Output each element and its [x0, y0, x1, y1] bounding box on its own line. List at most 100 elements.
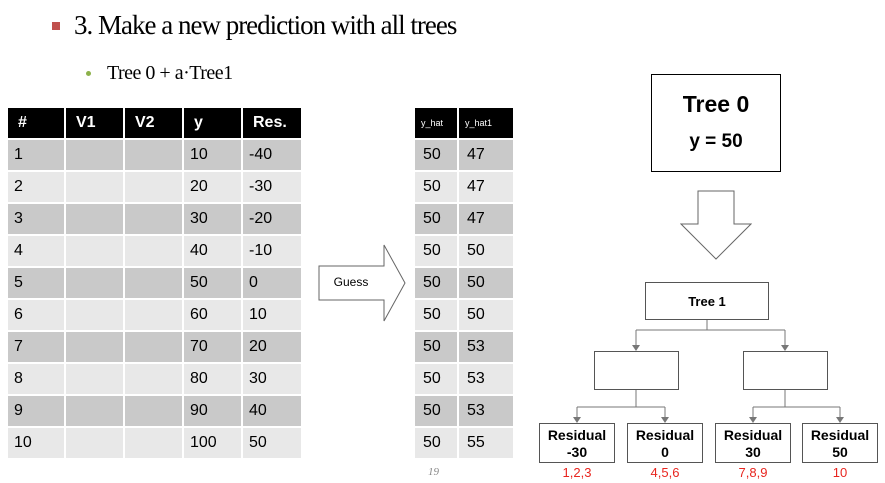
cell-v1: [66, 236, 123, 266]
slide-heading: 3. Make a new prediction with all trees: [52, 10, 457, 41]
cell-y: 40: [184, 236, 241, 266]
cell-y: 60: [184, 300, 241, 330]
cell-y-hat: 50: [415, 236, 457, 266]
cell-v2: [125, 204, 182, 234]
guess-arrow: Guess: [318, 244, 406, 322]
table-row: 50 50: [415, 268, 513, 298]
leaf-label: Residual: [810, 427, 870, 443]
table-row: 50 50: [415, 236, 513, 266]
cell-res: -30: [243, 172, 301, 202]
table-row: 50 53: [415, 364, 513, 394]
cell-res: 50: [243, 428, 301, 458]
col-header-y-hat: y_hat: [415, 108, 457, 138]
cell-v2: [125, 332, 182, 362]
cell-v1: [66, 396, 123, 426]
col-header-v1: V1: [66, 108, 123, 138]
tree1-left-split-node: [594, 351, 679, 390]
leaf-label: Residual: [547, 427, 607, 443]
table-row: 2 20 -30: [8, 172, 301, 202]
table-row: 6 60 10: [8, 300, 301, 330]
col-header-y-hat1: y_hat1: [459, 108, 513, 138]
cell-v2: [125, 396, 182, 426]
leaf-node-3: Residual 30: [715, 423, 791, 463]
table-row: 8 80 30: [8, 364, 301, 394]
leaf-node-1: Residual -30: [539, 423, 615, 463]
cell-res: -10: [243, 236, 301, 266]
cell-y-hat: 50: [415, 428, 457, 458]
cell-y-hat1: 47: [459, 172, 513, 202]
tree1-root-node: Tree 1: [645, 282, 769, 320]
table-row: 4 40 -10: [8, 236, 301, 266]
leaf-indices-4: 10: [832, 465, 848, 480]
dot-bullet-icon: [86, 71, 91, 76]
cell-y: 70: [184, 332, 241, 362]
leaf-node-2: Residual 0: [627, 423, 703, 463]
cell-y: 20: [184, 172, 241, 202]
square-bullet-icon: [52, 21, 60, 30]
table-row: 5 50 0: [8, 268, 301, 298]
table-row: 10 100 50: [8, 428, 301, 458]
cell-v2: [125, 300, 182, 330]
leaf-value: 50: [832, 444, 848, 460]
slide-subheading: Tree 0 + a·Tree1: [86, 62, 233, 85]
cell-v1: [66, 364, 123, 394]
cell-y-hat: 50: [415, 204, 457, 234]
subheading-text: Tree 0 + a·Tree1: [107, 62, 233, 84]
cell-res: 40: [243, 396, 301, 426]
cell-y-hat: 50: [415, 268, 457, 298]
col-header-v2: V2: [125, 108, 182, 138]
cell-y: 10: [184, 140, 241, 170]
right-arrow-icon: [318, 244, 406, 322]
cell-v1: [66, 428, 123, 458]
cell-res: 20: [243, 332, 301, 362]
tree0-box: Tree 0 y = 50: [651, 74, 781, 172]
table-row: 50 50: [415, 300, 513, 330]
cell-v1: [66, 140, 123, 170]
cell-res: -40: [243, 140, 301, 170]
cell-v1: [66, 268, 123, 298]
cell-y-hat1: 47: [459, 140, 513, 170]
table-row: 7 70 20: [8, 332, 301, 362]
leaf-indices-2: 4,5,6: [650, 465, 680, 480]
cell-y: 90: [184, 396, 241, 426]
cell-y-hat: 50: [415, 396, 457, 426]
leaf-node-4: Residual 50: [802, 423, 878, 463]
cell-v2: [125, 428, 182, 458]
prediction-table: y_hat y_hat1 50 47 50 47 50 47 50 50 50 50 50 50 50 5…: [413, 106, 515, 460]
heading-text: 3. Make a new prediction with all trees: [74, 10, 457, 40]
table-row: 50 53: [415, 332, 513, 362]
cell-y-hat1: 53: [459, 396, 513, 426]
cell-v1: [66, 300, 123, 330]
leaf-label: Residual: [723, 427, 783, 443]
down-arrow-icon: [680, 190, 752, 260]
cell-y: 30: [184, 204, 241, 234]
cell-y-hat1: 47: [459, 204, 513, 234]
page-number: 19: [428, 466, 439, 478]
cell-y-hat1: 50: [459, 236, 513, 266]
cell-y-hat1: 55: [459, 428, 513, 458]
tree0-title: Tree 0: [682, 91, 750, 117]
cell-index: 4: [8, 236, 64, 266]
table-row: 50 47: [415, 204, 513, 234]
leaf-indices-1: 1,2,3: [562, 465, 592, 480]
cell-y-hat1: 50: [459, 300, 513, 330]
cell-y-hat: 50: [415, 364, 457, 394]
cell-res: 0: [243, 268, 301, 298]
cell-y: 80: [184, 364, 241, 394]
table-row: 50 47: [415, 140, 513, 170]
cell-y-hat: 50: [415, 332, 457, 362]
cell-index: 1: [8, 140, 64, 170]
leaf-value: 30: [745, 444, 761, 460]
data-table: # V1 V2 y Res. 1 10 -40 2 20 -30 3 30 -20 4 40 -10 5…: [6, 106, 303, 460]
cell-index: 2: [8, 172, 64, 202]
col-header-index: #: [8, 108, 64, 138]
table-row: 3 30 -20: [8, 204, 301, 234]
cell-res: -20: [243, 204, 301, 234]
table-row: 9 90 40: [8, 396, 301, 426]
cell-v1: [66, 204, 123, 234]
leaf-label: Residual: [635, 427, 695, 443]
cell-v2: [125, 236, 182, 266]
col-header-y: y: [184, 108, 241, 138]
cell-y-hat: 50: [415, 300, 457, 330]
